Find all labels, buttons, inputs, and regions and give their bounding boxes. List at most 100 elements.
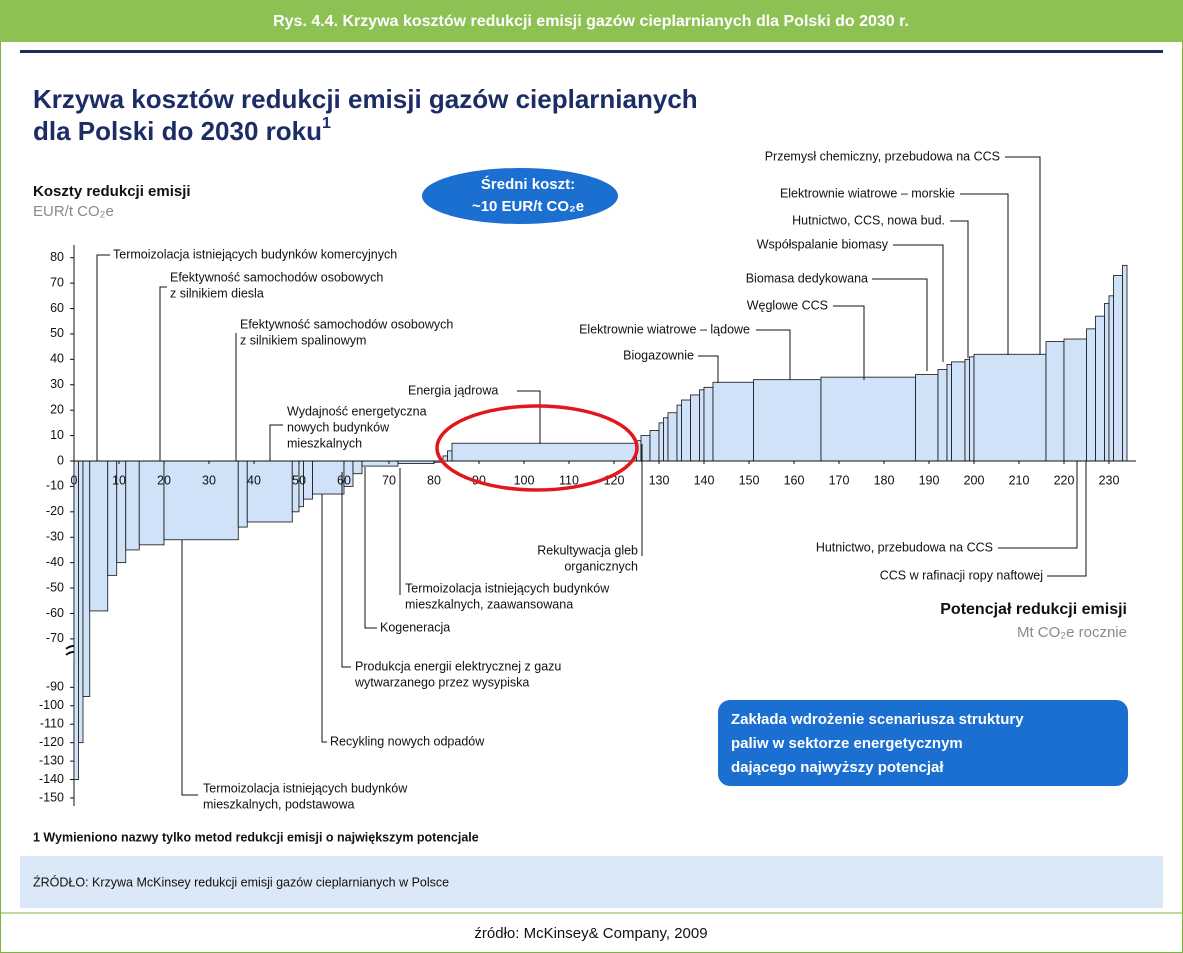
x-tick-label: 180 [874,473,895,487]
annotation: nowych budynków [287,420,390,434]
leader-line [181,540,198,796]
bar [820,376,916,462]
bar [78,460,84,744]
annotation: z silnikiem diesla [170,286,264,300]
y-tick-label: 0 [57,453,64,467]
plot: 80706050403020100-10-20-30-40-50-60-70-9… [39,149,1136,811]
bar [125,460,140,551]
y-tick-label: -60 [46,606,64,620]
highlight [435,404,639,492]
chart-title: dla Polski do 2030 roku1 [33,115,331,146]
bar [447,450,453,462]
x-tick-label: 130 [649,473,670,487]
annotation: z silnikiem spalinowym [240,333,366,347]
y-tick-label: -100 [39,698,64,712]
annotation: Wydajność energetyczna [287,404,427,418]
annotation: Przemysł chemiczny, przebudowa na CCS [765,149,1000,163]
leader-line [517,390,541,444]
annotation: Termoizolacja istniejących budynków [203,781,408,795]
bar [951,361,966,462]
annotation: mieszkalnych, podstawowa [203,797,355,811]
bar [1104,303,1110,462]
bar [451,442,637,462]
x-tick-label: 100 [514,473,535,487]
average-callout-text: ~10 EUR/t CO₂e [472,198,584,215]
x-tick-label: 160 [784,473,805,487]
bar [89,460,109,612]
leader-line [269,424,283,461]
y-tick-label: 30 [50,377,64,391]
footnote-mark: 1 [322,115,331,132]
annotation: Hutnictwo, CCS, nowa bud. [792,213,945,227]
annotation: Efektywność samochodów osobowych [170,270,383,284]
bar [237,460,248,528]
y-tick-label: 20 [50,402,64,416]
bar [676,404,682,462]
annotation: Biogazownie [623,348,694,362]
bar [937,369,948,462]
annotation: Termoizolacja istniejących budynków kome… [113,247,397,261]
y-tick-label: -20 [46,504,64,518]
y-tick-label: 50 [50,326,64,340]
y-unit: EUR/t CO₂e [33,203,114,220]
annotation: Energia jądrowa [408,383,498,397]
annotation: Współspalanie biomasy [757,237,889,251]
bar [703,386,714,462]
annotation: wytwarzanego przez wysypiska [354,675,529,689]
x-tick-label: 190 [919,473,940,487]
y-tick-label: -140 [39,772,64,786]
y-tick-label: 70 [50,275,64,289]
y-tick-label: -110 [40,717,64,731]
bar [969,356,975,462]
x-tick-label: 200 [964,473,985,487]
caption: źródło: McKinsey& Company, 2009 [474,925,707,942]
bar [1108,295,1114,462]
y-tick-label: -90 [46,680,64,694]
bar [1063,338,1087,462]
bar [1045,341,1065,462]
leader-line [341,472,351,668]
x-tick-label: 40 [247,473,261,487]
bar [663,417,669,462]
y-tick-label: -130 [39,753,64,767]
annotation: Hutnictwo, przebudowa na CCS [816,540,993,554]
header-band [0,0,1183,42]
annotation: CCS w rafinacji ropy naftowej [880,568,1043,582]
rule [20,50,1163,53]
bar [973,353,1047,462]
bar [312,460,345,495]
y-tick-label: -40 [46,555,64,569]
bar [82,460,91,697]
note-text: paliw w sektorze energetycznym [731,735,963,752]
y-label: Koszty redukcji emisji [33,183,191,200]
leader-line [950,220,969,358]
leader-line [1005,156,1041,355]
note-box [718,700,1128,786]
bar [712,381,754,462]
y-tick-label: 60 [50,301,64,315]
bar [946,364,952,462]
x-unit: Mt CO₂e rocznie [1017,624,1127,641]
x-label: Potencjał redukcji emisji [940,601,1127,618]
x-tick-label: 70 [382,473,396,487]
leader-line [698,355,719,383]
leader-line [321,494,327,743]
bar [915,374,939,462]
source: ŹRÓDŁO: Krzywa McKinsey redukcji emisji … [33,874,449,889]
y-tick-label: -150 [39,790,64,804]
annotation: Biomasa dedykowana [746,271,868,285]
bar [442,455,448,462]
x-tick-label: 150 [739,473,760,487]
bar [964,358,970,462]
annotation: Termoizolacja istniejących budynków [405,581,610,595]
annotation: Kogeneracja [380,620,450,634]
footnote: 1 Wymieniono nazwy tylko metod redukcji … [33,830,479,844]
y-tick-label: 40 [50,352,64,366]
annotation: organicznych [564,559,638,573]
source-band [20,856,1163,908]
annotation: Produkcja energii elektrycznej z gazu [355,659,561,673]
annotation: Recykling nowych odpadów [330,734,485,748]
annotation: Elektrownie wiatrowe – lądowe [579,322,750,336]
bar [246,460,293,523]
